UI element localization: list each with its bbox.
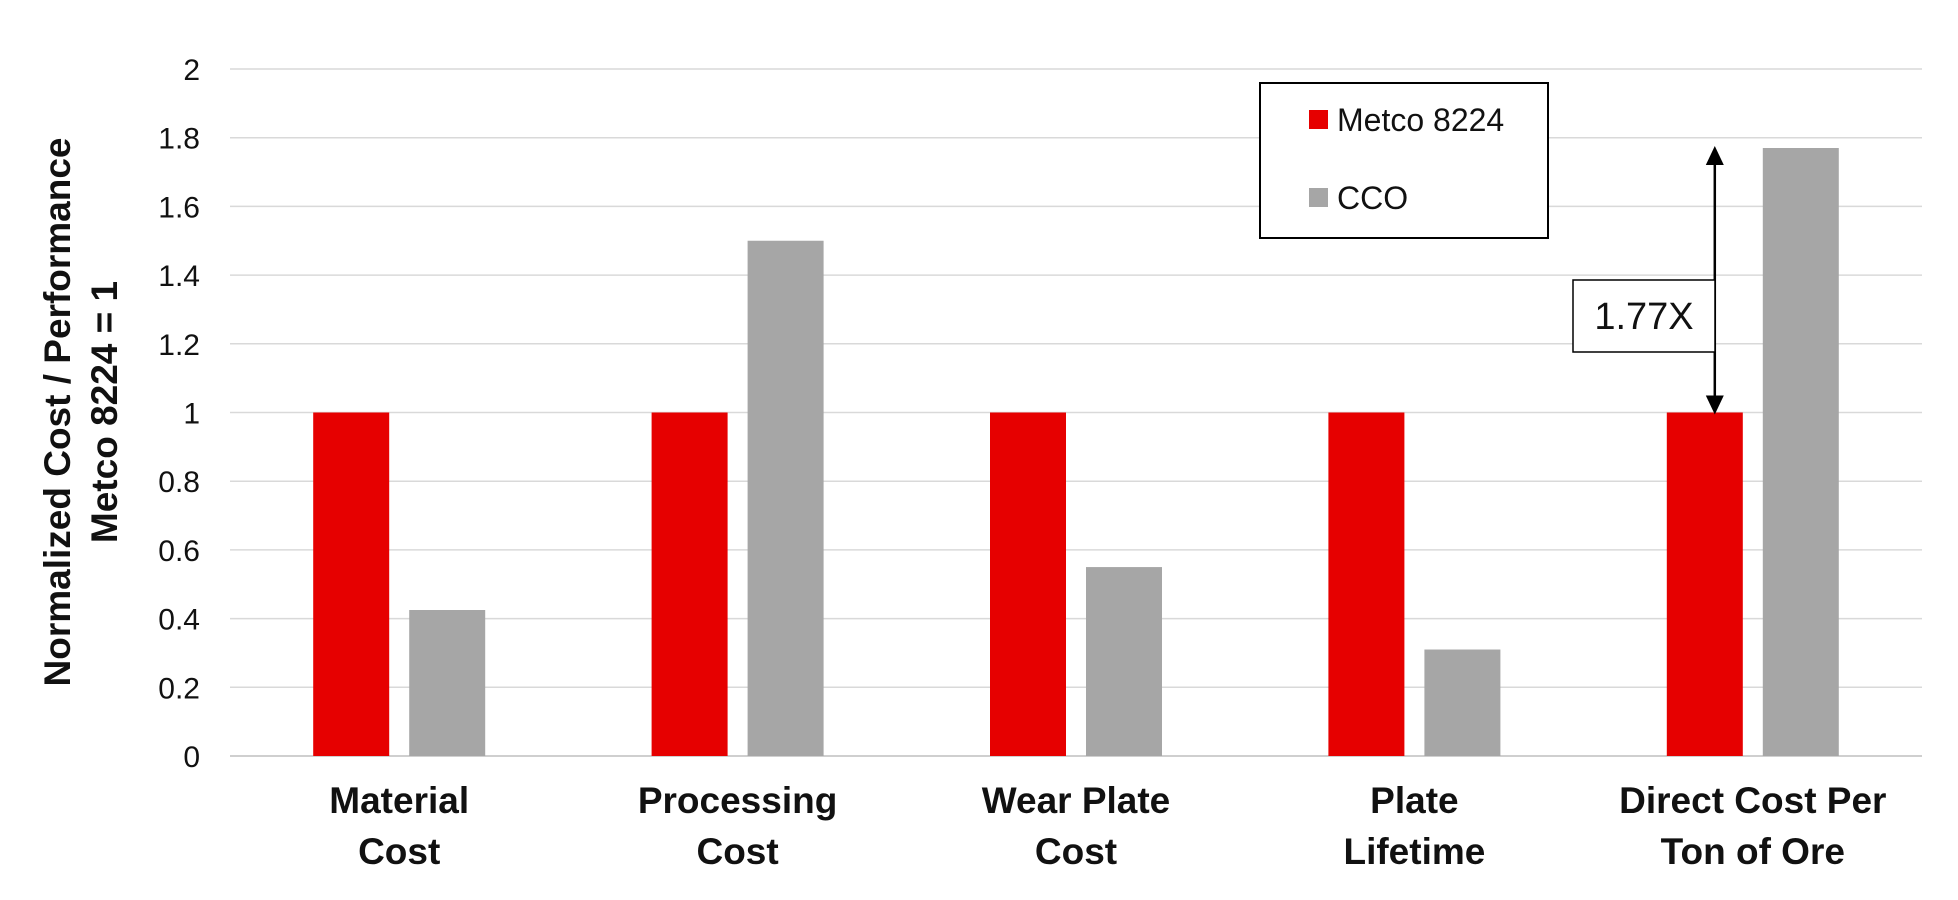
bar — [409, 610, 486, 756]
x-category-label: Cost — [696, 831, 778, 872]
annotation: 1.77X — [1572, 146, 1724, 415]
x-category-label: Direct Cost Per — [1619, 780, 1886, 821]
y-tick-label: 0.4 — [158, 604, 200, 637]
legend-swatch — [1309, 110, 1328, 129]
y-axis-title: Normalized Cost / Performance — [37, 138, 78, 687]
legend-label: Metco 8224 — [1337, 102, 1504, 138]
y-tick-label: 0.6 — [158, 535, 200, 568]
legend-box — [1259, 82, 1549, 239]
y-axis-title: Metco 8224 = 1 — [84, 281, 125, 543]
bar — [1424, 649, 1501, 756]
bar — [990, 412, 1066, 756]
bar — [313, 412, 390, 756]
bars — [313, 148, 1839, 756]
x-category-label: Material — [329, 780, 469, 821]
legend-label: CCO — [1337, 180, 1408, 216]
y-tick-label: 2 — [183, 54, 200, 87]
bar — [1086, 567, 1162, 756]
annotation-label: 1.77X — [1594, 296, 1693, 338]
bar — [651, 412, 728, 756]
legend: Metco 8224 CCO — [1259, 82, 1549, 239]
y-tick-label: 1.6 — [158, 191, 200, 224]
bar — [1666, 412, 1743, 756]
x-category-label: Wear Plate — [982, 780, 1171, 821]
x-category-label: Processing — [638, 780, 837, 821]
y-axis-label: Normalized Cost / Performance Metco 8224 … — [37, 138, 125, 687]
bar — [747, 240, 824, 756]
arrowhead-icon — [1705, 146, 1724, 166]
bar — [1328, 412, 1405, 756]
y-tick-label: 1.2 — [158, 329, 200, 362]
legend-swatch — [1309, 188, 1328, 207]
annotation-box — [1572, 279, 1716, 353]
y-tick-label: 0 — [183, 741, 200, 774]
x-category-label: Cost — [358, 831, 440, 872]
y-tick-label: 0.8 — [158, 466, 200, 499]
gridlines — [230, 68, 1922, 757]
y-tick-label: 1.8 — [158, 123, 200, 156]
y-axis-ticks: 0 0.2 0.4 0.6 0.8 1 1.2 1.4 1.6 1.8 2 — [158, 54, 200, 774]
y-tick-label: 1 — [183, 398, 200, 431]
x-axis-categories: Material Cost Processing Cost Wear Plate Cost… — [329, 780, 1886, 872]
x-category-label: Cost — [1035, 831, 1117, 872]
bar — [1762, 148, 1839, 756]
arrowhead-icon — [1705, 395, 1724, 415]
y-tick-label: 1.4 — [158, 260, 200, 293]
x-category-label: Ton of Ore — [1661, 831, 1845, 872]
y-tick-label: 0.2 — [158, 672, 200, 705]
x-category-label: Plate — [1370, 780, 1458, 821]
x-category-label: Lifetime — [1343, 831, 1485, 872]
